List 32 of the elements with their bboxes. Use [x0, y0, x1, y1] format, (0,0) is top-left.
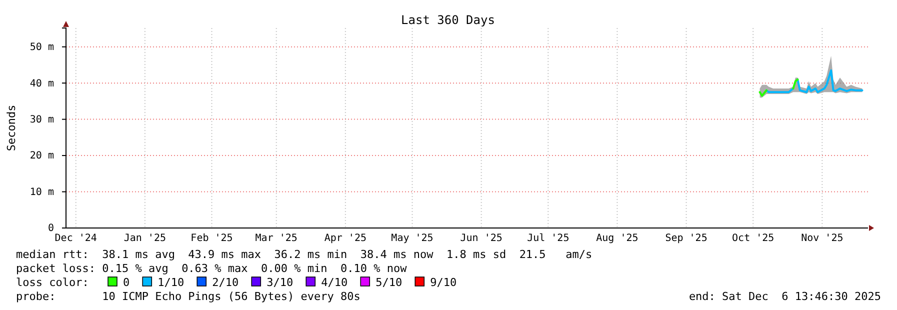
y-tick-label: 20 m: [30, 150, 54, 162]
x-tick-label: Aug '25: [596, 233, 638, 244]
y-tick-label: 30 m: [30, 114, 54, 126]
text: end: Sat Dec 6 13:46:30 2025: [688, 290, 881, 303]
y-axis-title: Seconds: [5, 104, 18, 152]
x-tick-label: Sep '25: [665, 233, 708, 244]
x-tick-label: Jan '25: [124, 233, 166, 244]
legend-label: 9/10: [430, 276, 457, 289]
text: packet loss: 0.15 % avg 0.63 % max 0.00 % min 0.10 % now: [16, 262, 408, 275]
x-tick-label: Nov '25: [801, 233, 844, 244]
y-tick-label: 40 m: [30, 78, 54, 90]
x-tick-label: Feb '25: [190, 233, 233, 244]
legend-label: 5/10: [376, 276, 402, 289]
text: probe: 10 ICMP Echo Pings (56 Bytes) every 80s: [16, 290, 360, 303]
chart-title: Last 360 Days: [401, 13, 495, 27]
legend-label: 0: [123, 276, 130, 289]
text: median rtt: 38.1 ms avg 43.9 ms max 36.2 ms min 38.4 ms now 1.8 ms sd 21.5 am/s: [16, 248, 592, 261]
y-tick-label: 50 m: [30, 42, 54, 54]
legend-label: 4/10: [321, 276, 348, 289]
x-tick-label: Mar '25: [255, 233, 298, 244]
x-tick-label: Jun '25: [460, 233, 502, 244]
x-tick-label: Dec '24: [54, 233, 97, 244]
legend-label: 2/10: [212, 276, 239, 289]
legend-title: loss color:: [16, 276, 89, 289]
y-tick-label: 0: [48, 223, 54, 234]
y-tick-label: 10 m: [30, 186, 54, 198]
x-tick-label: Oct '25: [732, 233, 774, 244]
x-tick-label: May '25: [391, 233, 434, 244]
legend-label: 1/10: [158, 276, 184, 289]
x-tick-label: Jul '25: [527, 233, 570, 244]
legend-label: 3/10: [266, 276, 294, 289]
x-tick-label: Apr '25: [324, 233, 366, 244]
